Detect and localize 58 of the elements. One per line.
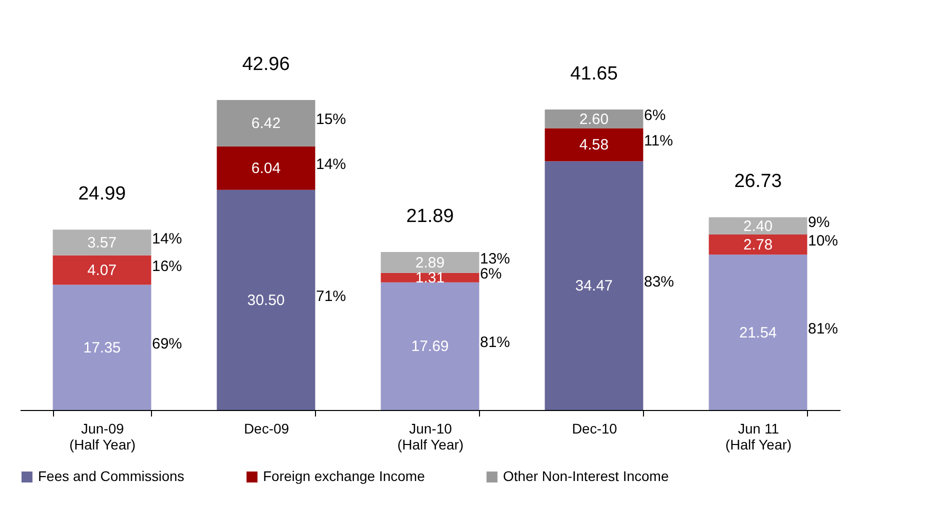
annotation: 81%: [808, 320, 838, 338]
annotation: 14%: [316, 156, 346, 174]
data-label: 4.07: [87, 262, 117, 280]
bar: [708, 217, 808, 235]
annotation: 71%: [316, 288, 346, 305]
x-tick-label: Jun-10 (Half Year): [397, 420, 464, 452]
data-label: 6.42: [251, 115, 281, 132]
data-label: 17.69: [411, 338, 449, 356]
bar: [380, 282, 480, 410]
annotation: 15%: [316, 111, 346, 128]
bar: [216, 146, 316, 190]
annotation: 10%: [808, 232, 838, 250]
total-label: 41.65: [570, 63, 618, 84]
bar: [708, 254, 808, 410]
data-label: 1.31: [415, 270, 445, 287]
total-label: 21.89: [406, 206, 454, 228]
legend-label: Foreign exchange Income: [263, 468, 426, 484]
bar: [544, 109, 644, 128]
data-label: 2.78: [743, 236, 773, 254]
bar: [216, 190, 316, 410]
bar: [52, 230, 152, 256]
data-label: 30.50: [247, 292, 285, 309]
data-label: 6.04: [251, 160, 281, 178]
data-label: 4.58: [579, 136, 609, 154]
annotation: 69%: [152, 335, 182, 352]
bar: [544, 128, 644, 162]
bar: [52, 284, 152, 410]
annotation: 81%: [480, 334, 510, 352]
data-label: 34.47: [575, 278, 613, 295]
bar: [380, 272, 480, 282]
annotation: 14%: [152, 230, 182, 248]
x-tick-label: Dec-09: [244, 420, 290, 436]
data-label: 3.57: [87, 234, 117, 252]
bar: [380, 252, 480, 273]
x-tick-label: Jun-09 (Half Year): [69, 420, 136, 452]
bar: [708, 234, 808, 255]
x-tick-label: Jun 11 (Half Year): [725, 420, 792, 452]
total-label: 26.73: [734, 171, 782, 192]
total-label: 24.99: [78, 184, 126, 205]
data-label: 2.40: [743, 218, 773, 235]
legend-label: Fees and Commissions: [38, 468, 184, 484]
annotation: 9%: [808, 214, 830, 231]
x-tick-label: Dec-10: [572, 420, 618, 436]
annotation: 6%: [480, 266, 502, 283]
data-label: 17.35: [83, 339, 121, 356]
bar: [216, 100, 316, 146]
annotation: 6%: [644, 106, 666, 124]
total-label: 42.96: [242, 54, 290, 75]
data-label: 2.60: [579, 110, 609, 128]
annotation: 16%: [152, 258, 182, 276]
legend-label: Other Non-Interest Income: [503, 468, 669, 484]
bar: [544, 161, 644, 410]
annotation: 83%: [644, 274, 674, 291]
annotation: 11%: [644, 132, 673, 150]
data-label: 2.89: [415, 254, 445, 272]
annotation: 13%: [480, 250, 510, 268]
bar: [52, 255, 152, 285]
data-label: 21.54: [739, 324, 777, 342]
